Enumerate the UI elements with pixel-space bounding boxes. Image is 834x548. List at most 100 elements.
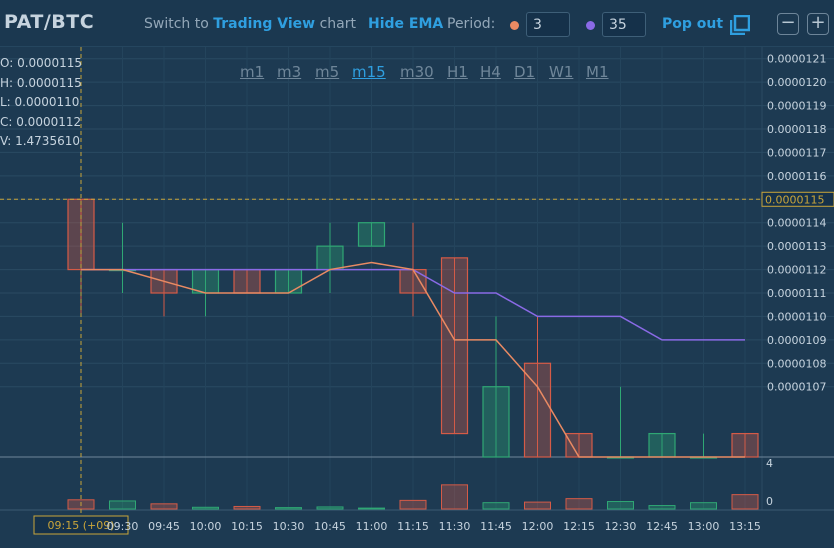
- volume-bar: [607, 501, 634, 510]
- volume-tick-label: 0: [766, 495, 773, 508]
- chart-header: PAT/BTC Switch to Trading View chart Hid…: [0, 0, 834, 47]
- time-tick-label: 09:45: [148, 520, 180, 533]
- price-tick-label: 0.0000116: [767, 170, 827, 183]
- time-tick-label: 09:30: [107, 520, 139, 533]
- timeframe-m15[interactable]: m15: [352, 63, 386, 81]
- volume-bar: [150, 503, 178, 510]
- crosshair: 0.0000115: [0, 47, 834, 518]
- price-tick-label: 0.0000114: [767, 217, 827, 230]
- time-tick-label: 12:00: [522, 520, 554, 533]
- crosshair-time-badge: [33, 515, 129, 535]
- hide-ema-button[interactable]: Hide EMA: [368, 16, 444, 32]
- ohlc-open: O: 0.0000115: [0, 56, 82, 70]
- time-tick-label: 13:00: [688, 520, 720, 533]
- zoom-in-button[interactable]: +: [807, 13, 829, 35]
- price-tick-label: 0.0000111: [767, 287, 827, 300]
- time-tick-label: 10:45: [314, 520, 346, 533]
- timeframe-D1[interactable]: D1: [514, 63, 536, 81]
- ema-slow-color-dot: [586, 21, 595, 30]
- volume-bar: [275, 507, 302, 510]
- candle-body: [523, 362, 552, 458]
- pop-out-button[interactable]: Pop out: [662, 16, 724, 32]
- price-tick-label: 0.0000109: [767, 334, 827, 347]
- candle-body: [191, 268, 220, 294]
- crosshair-price-badge: [761, 191, 834, 207]
- ema-fast-color-dot: [510, 21, 519, 30]
- price-tick-label: 0.0000118: [767, 123, 827, 136]
- timeframe-W1[interactable]: W1: [549, 63, 574, 81]
- volume-bar: [109, 500, 136, 510]
- timeframe-m5[interactable]: m5: [315, 63, 340, 81]
- timeframe-m3[interactable]: m3: [277, 63, 302, 81]
- volume-bar: [316, 506, 344, 510]
- timeframe-m1[interactable]: m1: [240, 63, 265, 81]
- volume-bars: [67, 484, 759, 510]
- ohlc-volume: V: 1.4735610: [0, 134, 80, 148]
- crosshair-time-label: 09:15 (+09): [48, 519, 115, 532]
- trading-view-link[interactable]: Trading View: [213, 16, 316, 32]
- price-tick-label: 0.0000112: [767, 264, 827, 277]
- volume-bar: [565, 498, 593, 510]
- candle-body: [233, 268, 261, 294]
- time-tick-label: 11:00: [356, 520, 388, 533]
- switch-suffix: chart: [319, 16, 356, 32]
- ohlc-high: H: 0.0000115: [0, 76, 82, 90]
- period-label: Period:: [447, 16, 496, 32]
- zoom-out-button[interactable]: −: [777, 13, 799, 35]
- volume-bar: [648, 505, 676, 510]
- ohlc-close: C: 0.0000112: [0, 115, 82, 129]
- price-tick-label: 0.0000117: [767, 146, 827, 159]
- time-tick-label: 10:30: [273, 520, 305, 533]
- timeframe-H4[interactable]: H4: [480, 63, 501, 81]
- pop-out-icon[interactable]: [730, 15, 750, 35]
- ohlc-low: L: 0.0000110: [0, 95, 80, 109]
- volume-tick-label: 4: [766, 457, 773, 470]
- volume-bar: [441, 484, 468, 510]
- period-slow-input[interactable]: [602, 12, 646, 37]
- time-tick-label: 12:30: [605, 520, 637, 533]
- crosshair-price-label: 0.0000115: [765, 193, 825, 206]
- candle-body: [399, 268, 427, 294]
- switch-prefix: Switch to: [144, 16, 209, 32]
- price-tick-label: 0.0000110: [767, 310, 827, 323]
- price-tick-label: 0.0000113: [767, 240, 827, 253]
- period-fast-input[interactable]: [526, 12, 570, 37]
- time-tick-label: 11:15: [397, 520, 429, 533]
- volume-bar: [192, 506, 219, 510]
- timeframe-H1[interactable]: H1: [447, 63, 468, 81]
- candle-body: [440, 257, 469, 435]
- ema-fast-line: [81, 261, 745, 458]
- volume-bar: [233, 505, 261, 510]
- time-tick-label: 11:30: [439, 520, 471, 533]
- switch-chart-text: Switch to Trading View chart: [144, 16, 356, 32]
- candle-body: [357, 222, 386, 247]
- timeframe-M1[interactable]: M1: [586, 63, 609, 81]
- ema-lines: [81, 261, 745, 458]
- price-axis: 0.0000121 0.0000120 0.0000119 0.0000118 0.00…: [766, 53, 827, 508]
- candle-body: [565, 432, 593, 458]
- volume-bar: [482, 502, 510, 510]
- volume-bar: [358, 507, 385, 510]
- volume-bar: [524, 501, 551, 510]
- volume-bar: [399, 499, 427, 510]
- time-tick-label: 12:15: [563, 520, 595, 533]
- candle-body: [316, 245, 344, 271]
- volume-bar: [731, 494, 759, 510]
- candle-body: [731, 432, 759, 458]
- time-tick-label: 10:15: [231, 520, 263, 533]
- pair-title: PAT/BTC: [4, 11, 95, 33]
- price-tick-label: 0.0000108: [767, 357, 827, 370]
- time-tick-label: 11:45: [480, 520, 512, 533]
- time-tick-label: 12:45: [646, 520, 678, 533]
- candle-body: [648, 432, 676, 458]
- price-tick-label: 0.0000120: [767, 76, 827, 89]
- time-axis: 09:15 (+09)09:30 09:45 10:00 10:15 10:30 10:4…: [33, 515, 761, 535]
- price-tick-label: 0.0000121: [767, 53, 827, 66]
- time-tick-label: 10:00: [190, 520, 222, 533]
- price-tick-label: 0.0000119: [767, 100, 827, 113]
- price-tick-label: 0.0000107: [767, 381, 827, 394]
- time-tick-label: 13:15: [729, 520, 761, 533]
- candle-body: [482, 386, 510, 458]
- timeframe-m30[interactable]: m30: [400, 63, 434, 81]
